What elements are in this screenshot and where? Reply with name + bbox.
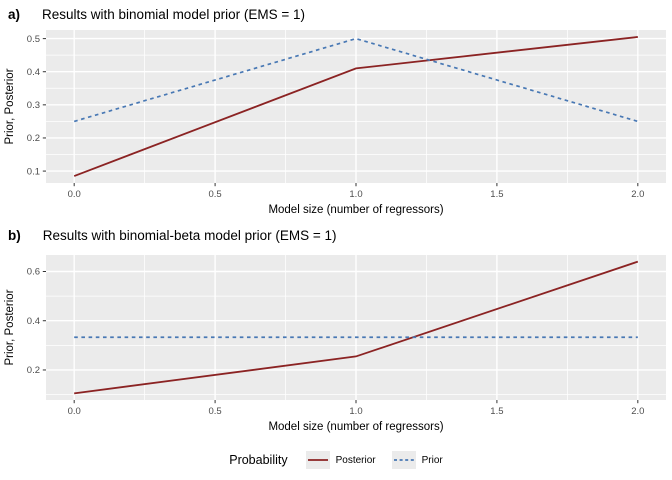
- y-tick-label: 0.3: [27, 100, 40, 111]
- x-tick-label: 1.5: [490, 406, 503, 417]
- legend-entry-posterior: Posterior: [305, 451, 376, 469]
- y-axis-title: Prior, Posterior: [4, 289, 16, 365]
- legend-entry-prior: Prior: [391, 451, 443, 469]
- legend-label-posterior: Posterior: [335, 454, 376, 466]
- panel-b-tag: b): [8, 228, 21, 243]
- posterior-line: [73, 36, 638, 177]
- legend-label-prior: Prior: [421, 454, 443, 466]
- posterior-line-key-icon: [305, 451, 330, 469]
- x-tick-label: 1.0: [349, 406, 362, 417]
- posterior-line: [74, 260, 639, 395]
- y-tick-label: 0.4: [27, 67, 40, 78]
- panel-a-header: a) Results with binomial model prior (EMS…: [8, 6, 305, 24]
- x-tick-label: 0.5: [208, 189, 221, 200]
- panel-a-title: Results with binomial model prior (EMS =…: [42, 7, 305, 22]
- x-tick-label: 0.5: [208, 406, 221, 417]
- x-tick-label: 2.0: [631, 189, 644, 200]
- y-tick-label: 0.2: [27, 133, 40, 144]
- panel-a-plot: 0.0 0.5 1.0 1.5 2.0 0.1 0.2 0.3 0.4 0.5 Model size…: [4, 30, 666, 216]
- y-tick-label: 0.2: [27, 365, 40, 376]
- y-tick-label: 0.1: [27, 166, 40, 177]
- legend-title: Probability: [229, 453, 288, 467]
- y-tick-label: 0.5: [27, 34, 40, 45]
- panel-b-header: b) Results with binomial-beta model prior…: [8, 227, 337, 245]
- panel-b-plot: 0.0 0.5 1.0 1.5 2.0 0.2 0.4 0.6 Model size (numb…: [4, 255, 666, 433]
- y-axis-title: Prior, Posterior: [4, 68, 16, 144]
- legend: Probability Posterior Prior: [0, 444, 672, 476]
- x-tick-label: 2.0: [631, 406, 644, 417]
- x-axis-title: Model size (number of regressors): [268, 421, 443, 433]
- y-tick-label: 0.4: [27, 316, 40, 327]
- panel-a-tag: a): [8, 7, 21, 22]
- y-tick-label: 0.6: [27, 267, 40, 278]
- x-tick-label: 1.0: [349, 189, 362, 200]
- x-tick-label: 0.0: [68, 406, 81, 417]
- x-axis-title: Model size (number of regressors): [268, 204, 443, 216]
- panel-b-title: Results with binomial-beta model prior (…: [42, 228, 337, 243]
- x-tick-label: 1.5: [490, 189, 503, 200]
- prior-line-key-icon: [391, 451, 416, 469]
- x-tick-label: 0.0: [68, 189, 81, 200]
